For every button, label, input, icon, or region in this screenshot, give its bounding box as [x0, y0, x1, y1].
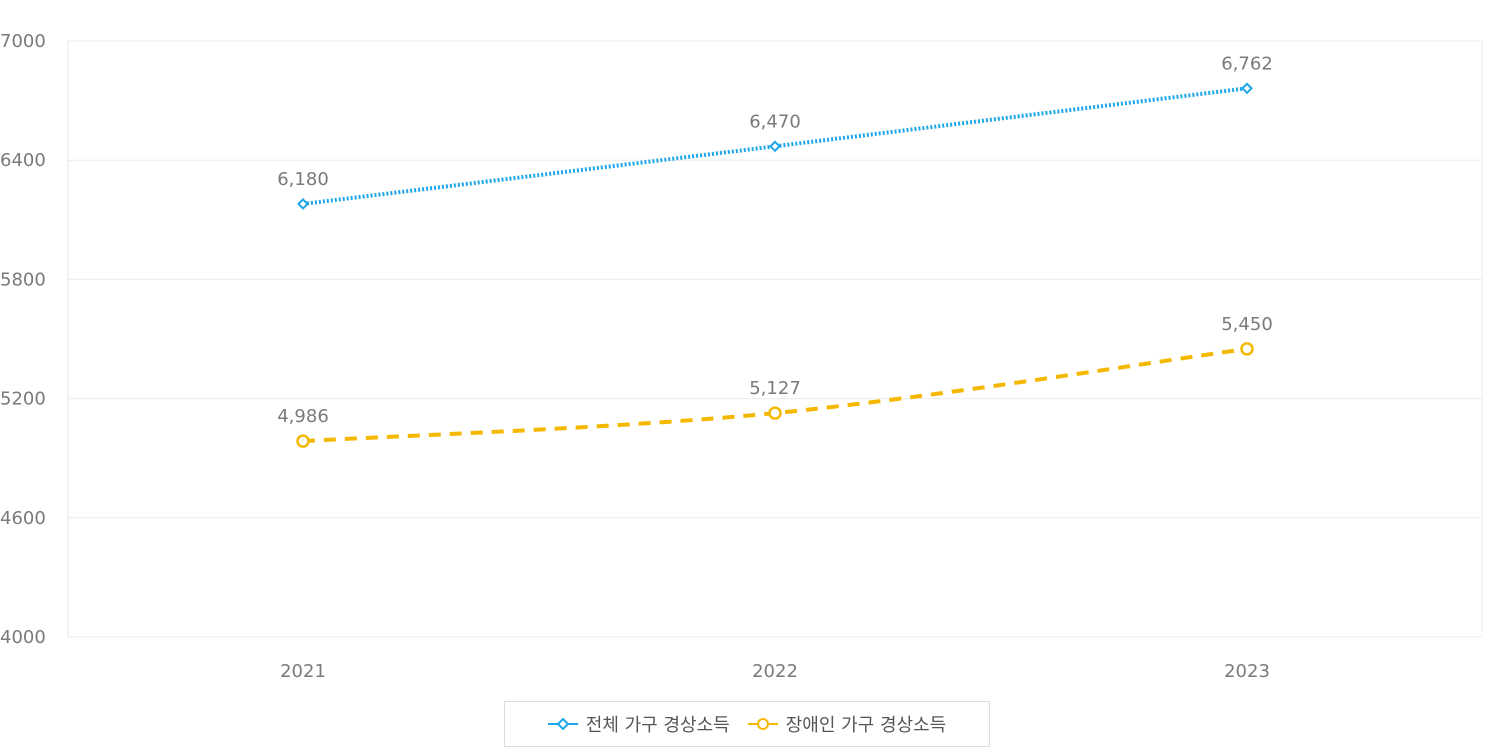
circle-line-icon [747, 718, 778, 730]
data-label: 6,470 [749, 111, 801, 132]
data-label: 6,180 [277, 169, 329, 190]
data-point [1241, 82, 1253, 95]
series-line-0 [302, 86, 1248, 206]
legend-label-total: 전체 가구 경상소득 [585, 715, 730, 736]
line-chart: 4000 4600 5200 5800 6400 7000 2021 2022 2023 6,18… [0, 31, 1483, 682]
x-tick-label: 2023 [1224, 661, 1270, 682]
y-tick-label: 5800 [0, 269, 46, 290]
y-tick-label: 6400 [0, 150, 46, 171]
legend-label-disabled: 장애인 가구 경상소득 [785, 715, 947, 736]
data-point [768, 406, 782, 420]
data-point [769, 140, 781, 153]
data-point [297, 197, 309, 210]
x-tick-label: 2022 [752, 661, 798, 682]
legend-item-disabled[interactable]: 장애인 가구 경상소득 [747, 711, 947, 737]
y-tick-label: 5200 [0, 389, 46, 410]
legend: 전체 가구 경상소득 장애인 가구 경상소득 [504, 701, 990, 747]
data-label: 5,127 [749, 378, 801, 399]
y-tick-label: 4000 [0, 627, 46, 648]
data-label: 5,450 [1221, 314, 1273, 335]
data-label: 6,762 [1221, 53, 1273, 74]
diamond-line-icon [547, 717, 578, 731]
data-point [296, 434, 310, 448]
data-point [1240, 342, 1254, 356]
legend-item-total[interactable]: 전체 가구 경상소득 [547, 711, 730, 737]
y-tick-label: 7000 [0, 31, 46, 52]
y-tick-label: 4600 [0, 508, 46, 529]
x-tick-label: 2021 [280, 661, 326, 682]
data-label: 4,986 [277, 406, 329, 427]
